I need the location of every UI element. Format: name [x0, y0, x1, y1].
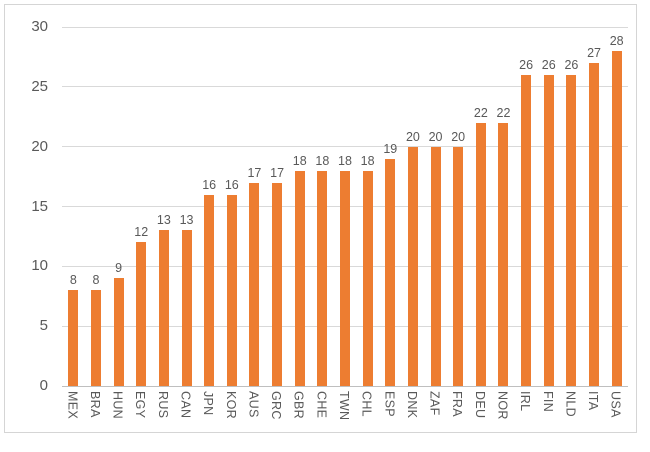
x-axis-tick-label: NLD — [563, 391, 578, 417]
x-axis-tick-label: RUS — [155, 391, 170, 419]
bar-grc — [272, 182, 283, 386]
bar-usa — [611, 50, 622, 386]
x-axis-tick-label: GBR — [291, 391, 306, 419]
y-axis-tick-label: 5 — [39, 317, 48, 335]
y-axis-tick-label: 10 — [31, 257, 48, 275]
y-gridline — [62, 146, 628, 148]
bar-ita — [589, 62, 600, 386]
bar-value-label: 28 — [609, 33, 624, 48]
bar-value-label: 16 — [224, 177, 239, 192]
bar-che — [317, 170, 328, 386]
bar-value-label: 8 — [69, 273, 77, 288]
bar-value-label: 20 — [405, 129, 420, 144]
bar-chl — [362, 170, 373, 386]
x-axis-tick-label: CHE — [314, 391, 329, 419]
x-axis-tick-label: HUN — [110, 391, 125, 419]
y-axis-tick-label: 20 — [31, 137, 48, 155]
bar-value-label: 26 — [564, 57, 579, 72]
bar-value-label: 8 — [92, 273, 100, 288]
bar-value-label: 18 — [360, 153, 375, 168]
bar-value-label: 22 — [496, 105, 511, 120]
x-axis-tick-label: USA — [608, 391, 623, 418]
x-axis-tick-label: TWN — [337, 391, 351, 421]
x-axis-tick-label: FIN — [540, 391, 555, 413]
bar-nor — [498, 122, 509, 386]
bar-value-label: 12 — [134, 225, 149, 240]
bar-value-label: 22 — [473, 105, 488, 120]
x-axis-tick-label: ZAF — [427, 391, 442, 416]
y-gridline — [62, 26, 628, 28]
bar-value-label: 18 — [292, 153, 307, 168]
bar-mex — [68, 290, 79, 386]
x-axis-tick-label: DNK — [404, 391, 419, 419]
bar-hun — [113, 278, 124, 386]
bar-esp — [385, 158, 396, 386]
y-axis-tick-label: 15 — [31, 197, 48, 215]
bar-egy — [136, 242, 147, 386]
bar-aus — [249, 182, 260, 386]
bar-twn — [340, 170, 350, 386]
bar-value-label: 20 — [451, 129, 466, 144]
x-axis-tick-label: BRA — [87, 391, 102, 418]
x-axis-tick-label: IRL — [518, 391, 533, 412]
x-axis-tick-label: MEX — [65, 391, 80, 419]
x-axis-tick-label: ITA — [586, 391, 601, 411]
bar-value-label: 26 — [541, 57, 556, 72]
x-axis-tick-label: KOR — [223, 391, 238, 419]
x-axis-tick-label: FRA — [450, 391, 465, 417]
y-axis-tick-label: 25 — [31, 77, 48, 95]
x-axis-tick-label: CAN — [178, 391, 193, 419]
bar-zaf — [430, 146, 441, 386]
x-axis-line — [62, 385, 628, 387]
bar-value-label: 16 — [202, 177, 217, 192]
x-axis-tick-label: EGY — [133, 391, 148, 419]
bar-deu — [475, 122, 486, 386]
bar-value-label: 9 — [115, 261, 123, 276]
y-axis-tick-label: 0 — [39, 377, 48, 394]
bar-value-label: 20 — [428, 129, 443, 144]
bar-value-label: 17 — [247, 165, 262, 180]
bar-nld — [566, 74, 577, 386]
bar-fra — [453, 146, 464, 386]
bar-value-label: 18 — [338, 153, 352, 168]
bar-kor — [226, 194, 237, 386]
y-axis-tick-label: 30 — [31, 18, 48, 35]
bar-value-label: 13 — [179, 213, 194, 228]
bar-value-label: 13 — [156, 213, 171, 228]
x-axis-tick-label: AUS — [246, 391, 261, 418]
bar-can — [181, 230, 192, 386]
x-axis-tick-label: DEU — [472, 391, 487, 419]
bar-rus — [158, 230, 169, 386]
bar-value-label: 19 — [383, 141, 398, 156]
bar-value-label: 18 — [315, 153, 330, 168]
bar-jpn — [204, 194, 215, 386]
x-axis-tick-label: NOR — [495, 391, 510, 420]
bar-fin — [543, 74, 554, 386]
bar-value-label: 26 — [519, 57, 534, 72]
bar-gbr — [294, 170, 305, 386]
x-axis-tick-label: CHL — [359, 391, 374, 417]
y-gridline — [62, 86, 628, 88]
bar-value-label: 27 — [587, 45, 601, 60]
bar-dnk — [407, 146, 418, 386]
x-axis-tick-label: ESP — [382, 391, 397, 417]
bar-irl — [521, 74, 532, 386]
x-axis-tick-label: JPN — [201, 391, 216, 416]
bar-bra — [90, 290, 101, 386]
bar-value-label: 17 — [270, 165, 285, 180]
x-axis-tick-label: GRC — [269, 391, 284, 420]
